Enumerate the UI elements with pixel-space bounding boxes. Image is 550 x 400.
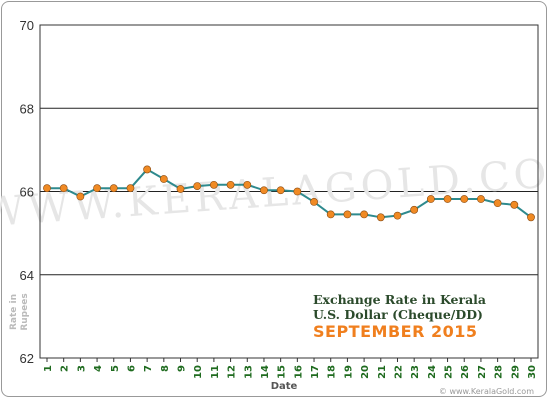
data-point (310, 198, 318, 206)
x-tick-label: 20 (360, 365, 371, 379)
x-tick-label: 15 (277, 365, 288, 379)
x-tick-label: 29 (510, 365, 521, 379)
chart-period: SEPTEMBER 2015 (313, 322, 478, 341)
x-tick-label: 3 (76, 365, 87, 372)
x-tick-label: 4 (93, 365, 104, 372)
x-tick-label: 26 (460, 365, 471, 379)
plot-area (39, 24, 539, 359)
data-point (493, 199, 502, 208)
data-point (193, 182, 202, 190)
data-point (109, 184, 118, 193)
data-point (326, 210, 335, 219)
y-tick-label: 64 (20, 268, 34, 283)
x-tick-label: 27 (477, 365, 488, 379)
x-tick-label: 21 (377, 365, 388, 379)
data-point (527, 213, 535, 222)
x-tick-label: 2 (60, 365, 71, 372)
data-point (126, 184, 135, 193)
chart-legend: Exchange Rate in Kerala U.S. Dollar (Che… (313, 292, 486, 342)
y-axis-label-line2: Rupees (20, 293, 30, 330)
chart-subtitle: U.S. Dollar (Cheque/DD) (313, 307, 483, 322)
x-tick-label: 14 (260, 365, 271, 379)
x-tick-label: 23 (410, 365, 421, 379)
x-tick-label: 8 (160, 365, 171, 372)
data-point (376, 213, 385, 222)
y-tick-label: 68 (20, 101, 34, 116)
x-tick-label: 12 (227, 365, 238, 379)
y-tick-label: 62 (20, 351, 34, 366)
y-axis-label-line1: Rate in (9, 294, 19, 330)
x-tick-label: 24 (427, 365, 438, 379)
data-point (460, 195, 469, 203)
chart-title: Exchange Rate in Kerala (313, 292, 487, 307)
footer-watermark: © www.KeralaGold.com (439, 387, 534, 396)
x-tick-label: 19 (343, 365, 354, 379)
data-point (393, 211, 402, 220)
data-point (243, 180, 252, 189)
x-tick-label: 11 (210, 365, 221, 379)
data-point (43, 184, 51, 193)
x-tick-label: 9 (177, 365, 188, 372)
data-point (293, 187, 302, 196)
watermark: WWW.KERALAGOLD.COM (0, 148, 550, 237)
data-point (59, 184, 68, 193)
data-point (426, 195, 435, 203)
y-tick-label: 66 (20, 185, 34, 200)
x-tick-label: 7 (143, 365, 154, 372)
data-point (176, 185, 185, 193)
data-point (93, 184, 101, 193)
x-tick-label: 13 (243, 365, 254, 379)
x-tick-label: 28 (494, 365, 505, 379)
data-point (76, 192, 85, 201)
x-tick-label: 30 (527, 365, 538, 379)
y-axis-ticks: 62 64 66 68 70 (20, 18, 34, 366)
data-point (510, 200, 519, 209)
data-point (226, 180, 235, 189)
x-tick-label: 5 (110, 365, 121, 372)
data-point (143, 165, 152, 174)
x-tick-label: 1 (43, 365, 54, 372)
x-tick-label: 25 (444, 365, 455, 379)
series-rate (43, 165, 535, 222)
data-point (443, 195, 452, 203)
x-tick-label: 18 (327, 365, 338, 379)
data-point (343, 210, 352, 219)
data-point (209, 180, 218, 189)
data-point (360, 210, 369, 219)
x-tick-label: 6 (126, 365, 137, 372)
x-axis-label: Date (271, 381, 298, 392)
data-point (260, 186, 268, 195)
x-tick-label: 22 (393, 365, 404, 379)
x-axis-ticks: 1 2 3 4 5 6 7 8 9 10 11 12 13 14 15 16 17 18 19 20 21 22 23 24 2… (43, 358, 538, 379)
y-tick-label: 70 (20, 18, 34, 33)
data-point (159, 175, 168, 183)
data-point (276, 186, 285, 195)
x-tick-label: 17 (310, 365, 321, 379)
x-tick-label: 16 (293, 365, 304, 379)
data-point (477, 195, 485, 203)
data-point (410, 205, 419, 214)
x-tick-label: 10 (193, 365, 204, 379)
